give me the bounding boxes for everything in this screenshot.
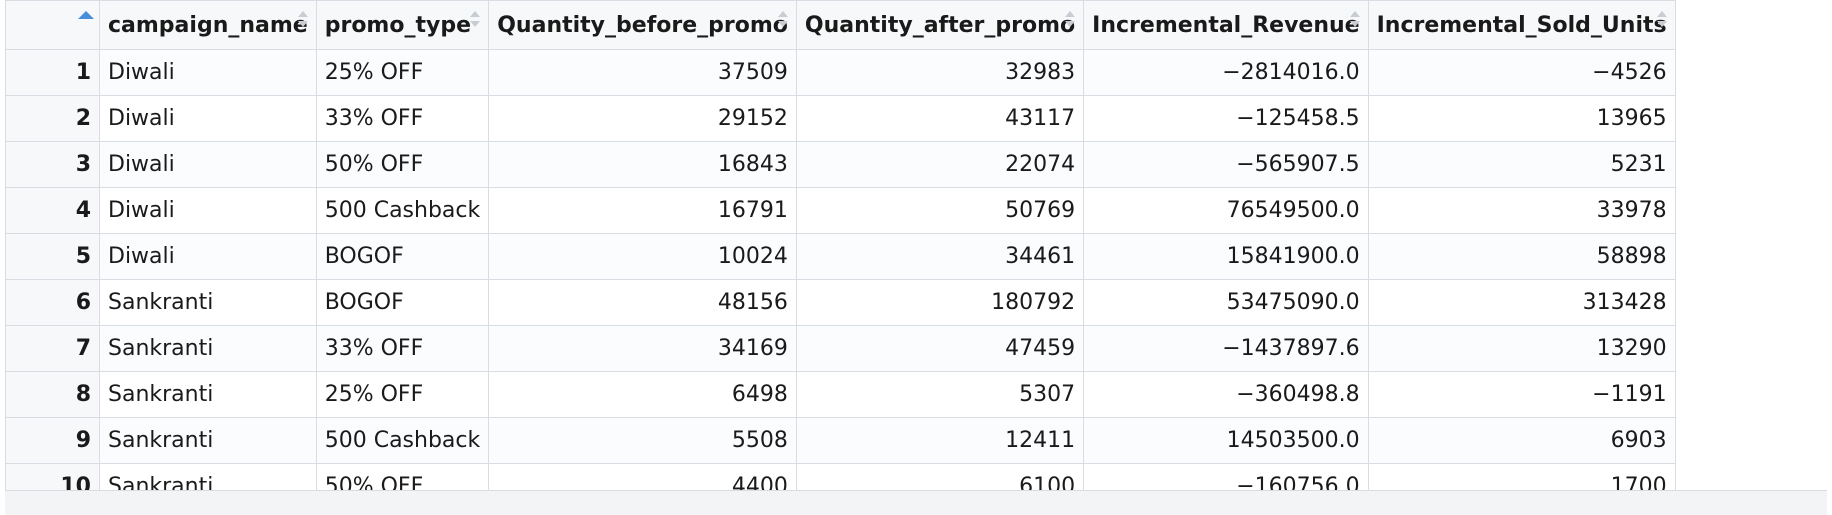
quantity-after-cell: 34461 bbox=[795, 233, 1085, 280]
quantity-after-cell: 180792 bbox=[795, 279, 1085, 326]
row-index: 4 bbox=[5, 187, 100, 234]
promo-type-cell: BOGOF bbox=[315, 279, 490, 326]
column-header-label: Quantity_before_promo bbox=[497, 12, 788, 38]
sort-updown-icon[interactable] bbox=[1065, 9, 1076, 31]
column-header-campaign-name[interactable]: campaign_name bbox=[99, 0, 317, 50]
promo-type-cell: 33% OFF bbox=[315, 95, 490, 142]
incremental-revenue-cell: −2814016.0 bbox=[1083, 49, 1369, 96]
column-header-label: Incremental_Revenue bbox=[1092, 12, 1360, 38]
incremental-revenue-cell: 15841900.0 bbox=[1083, 233, 1369, 280]
row-index: 2 bbox=[5, 95, 100, 142]
column-header-label: campaign_name bbox=[108, 12, 308, 38]
promo-type-cell: 500 Cashback bbox=[315, 417, 490, 464]
column-header-quantity-before-promo[interactable]: Quantity_before_promo bbox=[488, 0, 797, 50]
incremental-revenue-cell: 53475090.0 bbox=[1083, 279, 1369, 326]
campaign-name-cell: Diwali bbox=[99, 187, 317, 234]
quantity-after-cell: 12411 bbox=[795, 417, 1085, 464]
incremental-units-cell: 13290 bbox=[1367, 325, 1676, 372]
incremental-revenue-cell: 14503500.0 bbox=[1083, 417, 1369, 464]
quantity-before-cell: 10024 bbox=[488, 233, 797, 280]
row-index: 6 bbox=[5, 279, 100, 326]
sort-updown-icon[interactable] bbox=[297, 9, 308, 31]
quantity-before-cell: 16791 bbox=[488, 187, 797, 234]
campaign-name-cell: Diwali bbox=[99, 95, 317, 142]
quantity-after-cell: 47459 bbox=[795, 325, 1085, 372]
promo-type-cell: BOGOF bbox=[315, 233, 490, 280]
row-index: 7 bbox=[5, 325, 100, 372]
sort-updown-icon[interactable] bbox=[777, 9, 788, 31]
campaign-name-cell: Sankranti bbox=[99, 417, 317, 464]
quantity-after-cell: 43117 bbox=[795, 95, 1085, 142]
table-row: 6 Sankranti BOGOF 48156 180792 53475090.0 3134… bbox=[5, 279, 1676, 326]
quantity-before-cell: 48156 bbox=[488, 279, 797, 326]
incremental-units-cell: 58898 bbox=[1367, 233, 1676, 280]
quantity-after-cell: 22074 bbox=[795, 141, 1085, 188]
incremental-units-cell: 13965 bbox=[1367, 95, 1676, 142]
campaign-name-cell: Diwali bbox=[99, 233, 317, 280]
quantity-after-cell: 50769 bbox=[795, 187, 1085, 234]
quantity-before-cell: 5508 bbox=[488, 417, 797, 464]
table-row: 1 Diwali 25% OFF 37509 32983 −2814016.0 −4526 bbox=[5, 49, 1676, 96]
row-index: 9 bbox=[5, 417, 100, 464]
campaign-name-cell: Sankranti bbox=[99, 279, 317, 326]
row-index: 5 bbox=[5, 233, 100, 280]
quantity-before-cell: 16843 bbox=[488, 141, 797, 188]
row-index: 8 bbox=[5, 371, 100, 418]
column-header-quantity-after-promo[interactable]: Quantity_after_promo bbox=[795, 0, 1085, 50]
quantity-before-cell: 6498 bbox=[488, 371, 797, 418]
campaign-name-cell: Sankranti bbox=[99, 325, 317, 372]
column-header-incremental-sold-units[interactable]: Incremental_Sold_Units bbox=[1367, 0, 1676, 50]
incremental-units-cell: −4526 bbox=[1367, 49, 1676, 96]
quantity-before-cell: 37509 bbox=[488, 49, 797, 96]
table-row: 8 Sankranti 25% OFF 6498 5307 −360498.8 −1191 bbox=[5, 371, 1676, 418]
row-index: 1 bbox=[5, 49, 100, 96]
column-header-incremental-revenue[interactable]: Incremental_Revenue bbox=[1083, 0, 1369, 50]
column-header-label: Quantity_after_promo bbox=[804, 12, 1076, 38]
incremental-units-cell: 5231 bbox=[1367, 141, 1676, 188]
incremental-revenue-cell: −360498.8 bbox=[1083, 371, 1369, 418]
table-row: 7 Sankranti 33% OFF 34169 47459 −1437897.6 132… bbox=[5, 325, 1676, 372]
incremental-revenue-cell: −565907.5 bbox=[1083, 141, 1369, 188]
column-header-label: Incremental_Sold_Units bbox=[1376, 12, 1667, 38]
promo-type-cell: 500 Cashback bbox=[315, 187, 490, 234]
quantity-before-cell: 34169 bbox=[488, 325, 797, 372]
table-body: 1 Diwali 25% OFF 37509 32983 −2814016.0 −4526 2… bbox=[5, 49, 1676, 510]
incremental-units-cell: 33978 bbox=[1367, 187, 1676, 234]
incremental-units-cell: 313428 bbox=[1367, 279, 1676, 326]
campaign-name-cell: Diwali bbox=[99, 141, 317, 188]
promo-type-cell: 25% OFF bbox=[315, 371, 490, 418]
table-header-row: campaign_name promo_type Quantity_before_p… bbox=[5, 0, 1676, 50]
sort-updown-icon[interactable] bbox=[1656, 9, 1667, 31]
column-header-label: promo_type bbox=[324, 12, 471, 38]
data-table: campaign_name promo_type Quantity_before_p… bbox=[5, 0, 1676, 510]
row-index: 3 bbox=[5, 141, 100, 188]
quantity-after-cell: 32983 bbox=[795, 49, 1085, 96]
table-row: 2 Diwali 33% OFF 29152 43117 −125458.5 13965 bbox=[5, 95, 1676, 142]
table-footer bbox=[5, 490, 1827, 515]
table-row: 4 Diwali 500 Cashback 16791 50769 76549500.0 3… bbox=[5, 187, 1676, 234]
sort-updown-icon[interactable] bbox=[470, 9, 481, 31]
campaign-name-cell: Sankranti bbox=[99, 371, 317, 418]
incremental-revenue-cell: −125458.5 bbox=[1083, 95, 1369, 142]
incremental-revenue-cell: 76549500.0 bbox=[1083, 187, 1369, 234]
promo-type-cell: 33% OFF bbox=[315, 325, 490, 372]
promo-type-cell: 25% OFF bbox=[315, 49, 490, 96]
incremental-units-cell: 6903 bbox=[1367, 417, 1676, 464]
quantity-before-cell: 29152 bbox=[488, 95, 797, 142]
sort-updown-icon[interactable] bbox=[1349, 9, 1360, 31]
column-header-index[interactable] bbox=[5, 0, 100, 50]
incremental-units-cell: −1191 bbox=[1367, 371, 1676, 418]
incremental-revenue-cell: −1437897.6 bbox=[1083, 325, 1369, 372]
quantity-after-cell: 5307 bbox=[795, 371, 1085, 418]
column-header-promo-type[interactable]: promo_type bbox=[315, 0, 490, 50]
promo-type-cell: 50% OFF bbox=[315, 141, 490, 188]
campaign-name-cell: Diwali bbox=[99, 49, 317, 96]
table-row: 3 Diwali 50% OFF 16843 22074 −565907.5 5231 bbox=[5, 141, 1676, 188]
table-row: 9 Sankranti 500 Cashback 5508 12411 14503500.… bbox=[5, 417, 1676, 464]
table-row: 5 Diwali BOGOF 10024 34461 15841900.0 58898 bbox=[5, 233, 1676, 280]
sort-ascending-icon[interactable] bbox=[78, 11, 94, 19]
